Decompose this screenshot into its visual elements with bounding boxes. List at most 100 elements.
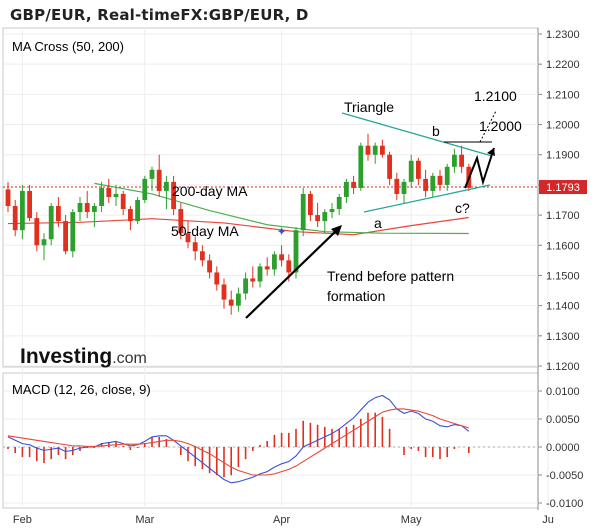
macd-line bbox=[7, 394, 470, 484]
date-tick-label: May bbox=[401, 514, 422, 526]
candle bbox=[128, 206, 133, 231]
candle bbox=[92, 203, 97, 228]
candle-body bbox=[41, 239, 47, 246]
chart-title: GBP/EUR, Real-timeFX:GBP/EUR, D bbox=[10, 6, 309, 24]
candle bbox=[214, 266, 220, 291]
indicator-label: MA Cross (50, 200) bbox=[12, 39, 124, 54]
current-price-tag: 1.1793 bbox=[539, 180, 587, 195]
trend-arrow bbox=[245, 229, 338, 319]
candle-body bbox=[221, 284, 227, 300]
price-tick-label: 1.1600 bbox=[546, 240, 580, 252]
candle bbox=[264, 257, 270, 276]
price-axis-ticks: 1.23001.22001.21001.20001.19001.18001.17… bbox=[538, 29, 580, 373]
zigzag-arrowhead bbox=[487, 148, 495, 156]
candle bbox=[459, 145, 464, 173]
macd-tick-label: 0.0100 bbox=[546, 386, 580, 398]
candle bbox=[221, 278, 227, 309]
price-tick-label: 1.2300 bbox=[546, 29, 580, 41]
ma200-label: 200-day MA bbox=[172, 183, 248, 199]
candle bbox=[300, 187, 306, 237]
candle bbox=[444, 163, 450, 191]
candle bbox=[99, 181, 104, 213]
price-tick-label: 1.1300 bbox=[546, 331, 580, 343]
candle bbox=[430, 172, 436, 197]
candle bbox=[63, 215, 68, 255]
date-tick-label: Mar bbox=[135, 514, 154, 526]
candle bbox=[178, 203, 184, 240]
candle bbox=[408, 154, 414, 188]
macd-label: MACD (12, 26, close, 9) bbox=[12, 382, 151, 397]
candle-body bbox=[27, 190, 32, 219]
candle bbox=[135, 196, 140, 225]
candle-body bbox=[12, 206, 18, 231]
candle-body bbox=[207, 260, 212, 273]
price-tick-label: 1.2200 bbox=[546, 59, 580, 71]
candle-body bbox=[70, 212, 76, 252]
ma-cross-marker: ✦ bbox=[277, 225, 287, 239]
signal-line bbox=[7, 408, 469, 476]
target-projection-line bbox=[479, 110, 497, 143]
triangle-label: Triangle bbox=[344, 99, 394, 115]
current-price-tag-bg bbox=[539, 180, 587, 195]
candle-body bbox=[322, 212, 328, 222]
target-1-label: 1.2100 bbox=[474, 88, 517, 104]
macd-lines bbox=[7, 394, 470, 484]
ma50-line bbox=[7, 216, 469, 236]
candle-body bbox=[452, 154, 457, 167]
watermark-logo: Investing.com bbox=[20, 345, 147, 368]
candle-body bbox=[401, 181, 407, 194]
wave-b-label: b bbox=[432, 123, 440, 139]
candle bbox=[351, 175, 356, 194]
candle bbox=[257, 263, 263, 288]
candle bbox=[149, 166, 155, 191]
price-tick-label: 1.1500 bbox=[546, 270, 580, 282]
candle-body bbox=[387, 154, 392, 179]
candle-body bbox=[308, 193, 313, 216]
candle bbox=[387, 151, 392, 185]
candle-body bbox=[200, 251, 205, 261]
candle bbox=[200, 245, 205, 267]
candle-body bbox=[423, 178, 428, 191]
candle bbox=[372, 142, 378, 164]
trend-arrowhead bbox=[331, 225, 342, 236]
candle bbox=[5, 181, 11, 213]
candle-body bbox=[84, 203, 90, 213]
candle bbox=[34, 212, 40, 252]
candle-body bbox=[250, 278, 256, 282]
candle-body bbox=[416, 160, 421, 179]
candle bbox=[41, 233, 47, 261]
triangle-upper-line bbox=[341, 112, 493, 157]
candle bbox=[394, 172, 400, 200]
candle-body bbox=[5, 189, 11, 207]
price-panel-frame bbox=[2, 27, 539, 368]
candle-body bbox=[257, 266, 263, 282]
candle-body bbox=[243, 278, 248, 294]
macd-tick-label: -0.0100 bbox=[546, 498, 583, 510]
candle bbox=[308, 190, 313, 222]
candle bbox=[113, 184, 119, 207]
candle-body bbox=[171, 181, 176, 210]
candle-body bbox=[380, 145, 385, 155]
macd-axis-ticks: 0.0100 0.0050 0.0000 -0.0050 -0.0100 bbox=[538, 386, 583, 510]
candle-body bbox=[113, 193, 119, 197]
ma50-label: 50-day MA bbox=[171, 223, 239, 239]
candle-body bbox=[149, 169, 155, 179]
wave-c-label: c? bbox=[455, 200, 470, 216]
candle bbox=[329, 203, 335, 219]
current-price-value: 1.1793 bbox=[546, 182, 580, 194]
price-tick-label: 1.2000 bbox=[546, 120, 580, 132]
candle bbox=[142, 175, 148, 204]
candle-body bbox=[272, 254, 277, 270]
candle-body bbox=[128, 209, 133, 222]
candle-body bbox=[444, 166, 450, 185]
date-tick-label: Apr bbox=[273, 514, 290, 526]
candle-body bbox=[430, 175, 436, 191]
price-tick-label: 1.1900 bbox=[546, 150, 580, 162]
macd-tick-label: 0.0050 bbox=[546, 414, 580, 426]
candle-body bbox=[56, 206, 61, 222]
candle bbox=[207, 254, 212, 279]
watermark-text: Investing bbox=[20, 345, 112, 368]
candle-body bbox=[120, 193, 126, 210]
triangle-lower-line bbox=[363, 184, 491, 213]
candle-body bbox=[365, 145, 371, 155]
